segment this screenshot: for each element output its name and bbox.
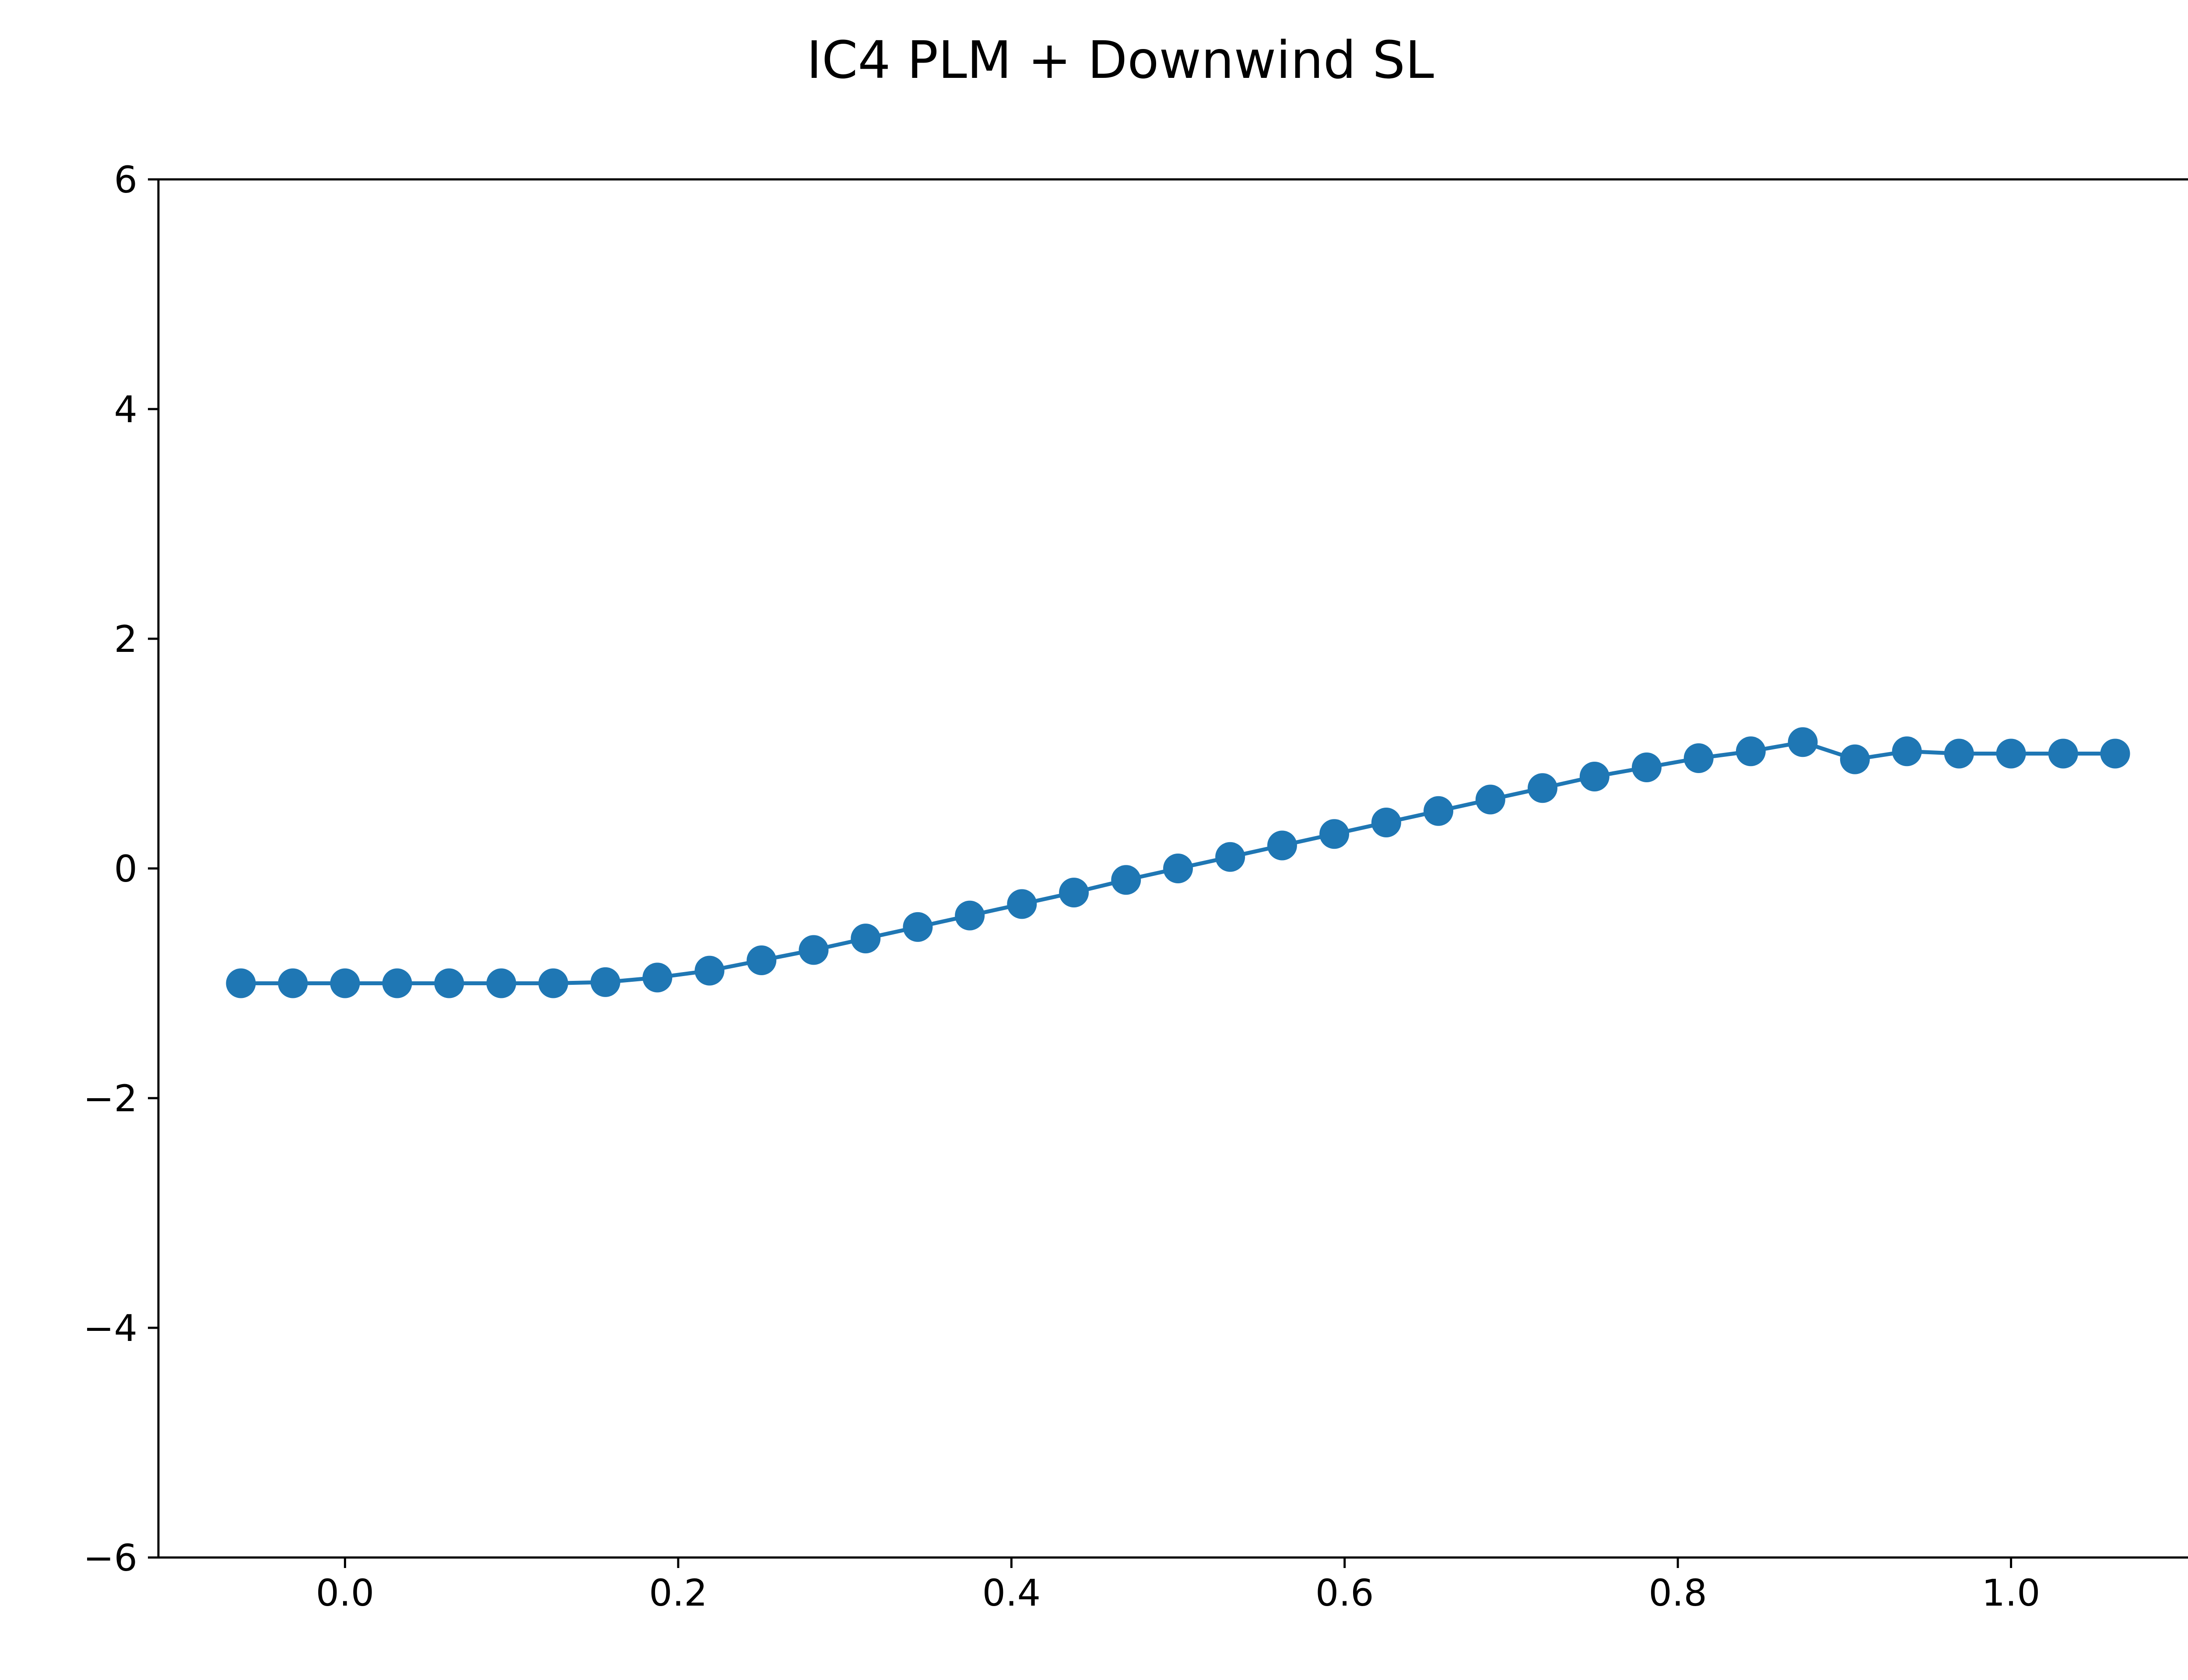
y-tick-label: 4	[114, 388, 137, 431]
data-point	[226, 968, 256, 998]
data-point	[1319, 819, 1350, 849]
data-point	[1996, 738, 2026, 769]
y-tick-label: 0	[114, 847, 137, 890]
y-tick-label: −6	[83, 1536, 137, 1579]
data-point	[642, 962, 673, 993]
x-tick-label: 0.6	[1315, 1572, 1374, 1614]
data-point	[486, 968, 516, 998]
x-tick-label: 1.0	[1982, 1572, 2041, 1614]
data-point	[330, 968, 360, 998]
data-point	[1736, 736, 1766, 766]
y-axis: −6 −4 −2 0 2 4 6	[83, 158, 158, 1579]
data-point	[1475, 784, 1505, 815]
data-point	[851, 924, 881, 954]
data-point	[1892, 736, 1922, 766]
y-tick-label: 2	[114, 618, 137, 661]
data-point	[747, 945, 777, 975]
data-point	[955, 900, 985, 931]
data-point	[799, 935, 829, 965]
plot-area: 0.0 0.2 0.4 0.6 0.8 1.0 −6 −4 −2 0 2 4 6	[83, 158, 2188, 1614]
x-tick-label: 0.0	[316, 1572, 375, 1614]
data-point	[1215, 842, 1245, 872]
data-point	[694, 956, 725, 986]
data-point	[590, 967, 621, 997]
data-point	[1371, 808, 1401, 837]
x-axis: 0.0 0.2 0.4 0.6 0.8 1.0	[316, 1558, 2041, 1614]
data-point	[903, 912, 933, 942]
data-point	[278, 968, 308, 998]
series-group	[226, 727, 2130, 998]
data-point	[434, 968, 464, 998]
x-tick-label: 0.2	[649, 1572, 708, 1614]
y-tick-label: −2	[83, 1077, 137, 1120]
data-point	[1944, 738, 1974, 769]
chart-title: IC4 PLM + Downwind SL	[806, 30, 1434, 90]
data-point	[1683, 743, 1714, 773]
data-point	[1788, 727, 1818, 757]
data-point	[1528, 773, 1558, 803]
data-point	[1840, 744, 1870, 774]
data-point	[1424, 796, 1454, 826]
data-point	[1267, 830, 1297, 861]
data-point	[1007, 889, 1037, 919]
data-point	[1111, 865, 1141, 895]
data-point	[1059, 878, 1089, 908]
x-tick-label: 0.8	[1648, 1572, 1707, 1614]
y-tick-label: −4	[83, 1307, 137, 1350]
data-point	[2100, 738, 2130, 769]
data-point	[538, 968, 568, 998]
data-point	[1163, 854, 1193, 883]
data-point	[382, 968, 412, 998]
data-point	[1631, 752, 1662, 782]
y-tick-label: 6	[114, 158, 137, 201]
x-tick-label: 0.4	[982, 1572, 1041, 1614]
data-point	[2048, 738, 2078, 769]
data-point	[1579, 762, 1609, 791]
